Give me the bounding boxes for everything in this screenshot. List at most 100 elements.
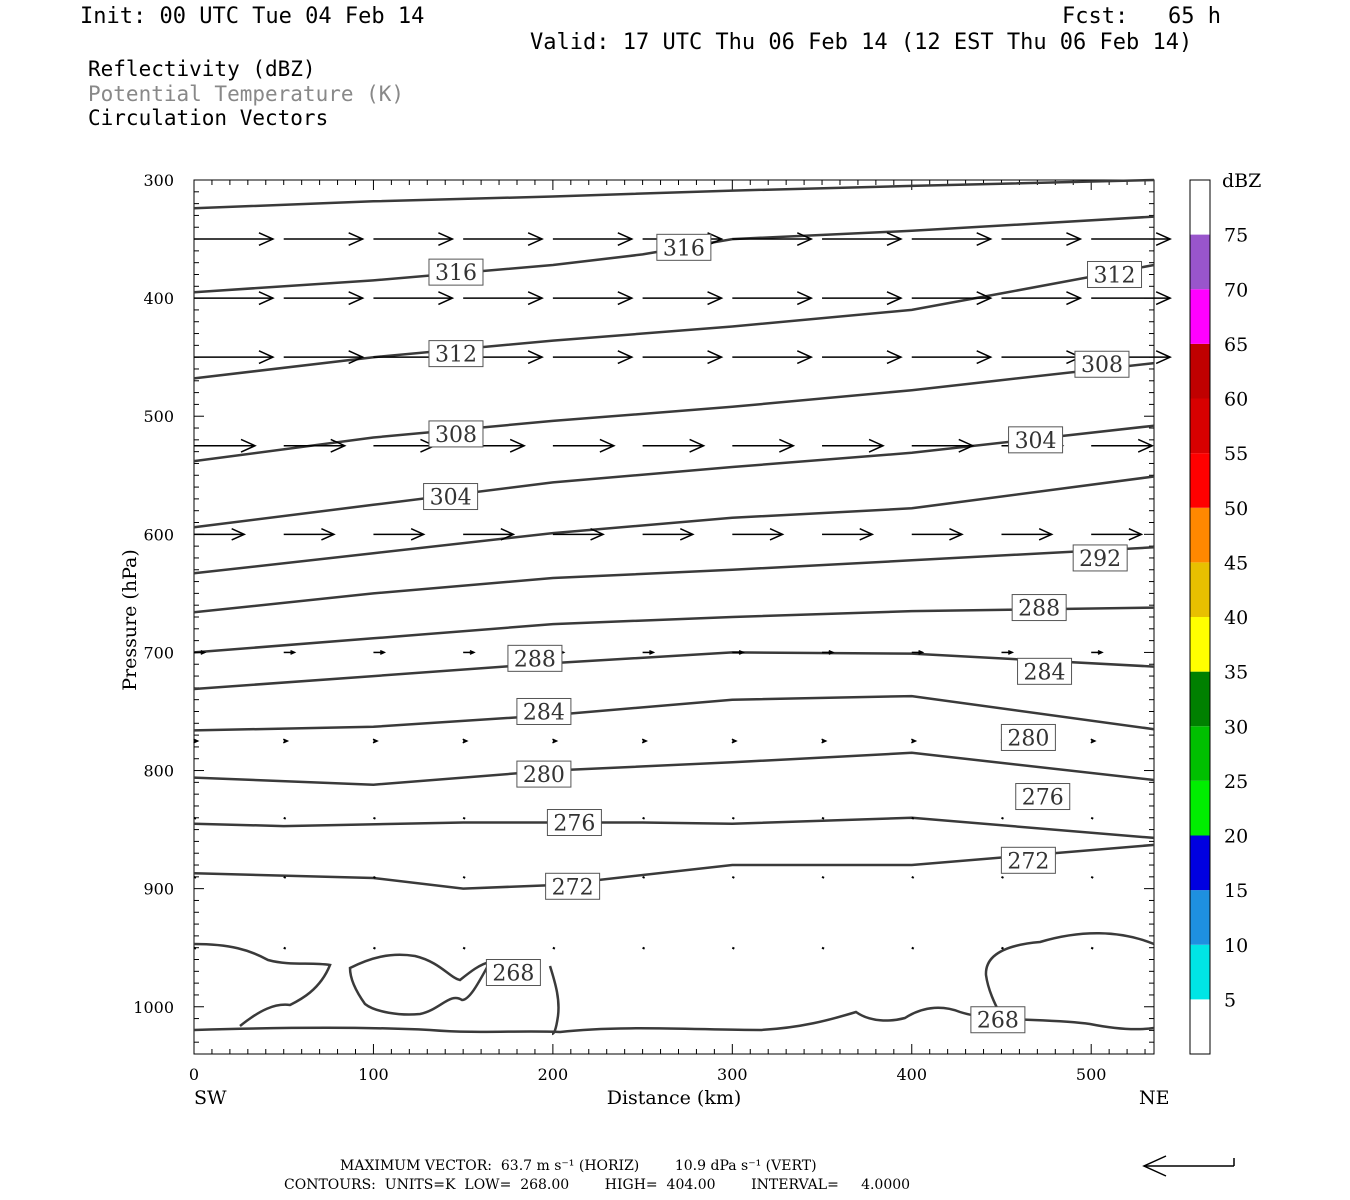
contour-label: 288 [514,647,556,672]
isentrope-284 [193,694,1155,732]
vector-arrow [1001,816,1004,820]
isentrope-268 [348,953,493,1016]
vector-arrow-head [707,350,724,365]
vector-arrow-head [796,350,814,365]
vector-arrow-head [1007,649,1015,655]
contour-label-box [507,644,563,672]
colorbar-label: 30 [1224,716,1248,738]
contour-label-box [423,483,479,511]
vector-arrow-head [949,527,964,541]
contour-label-box [428,340,484,368]
colorbar-label: 20 [1224,826,1248,848]
y-tick-label: 1000 [133,998,174,1017]
vector-arrow [731,946,735,950]
vector-arrow-head [258,291,275,306]
contour-label: 312 [435,343,477,368]
vector-arrow [1001,875,1004,879]
isentrope-288 [193,651,1155,691]
vector-arrow-head [1137,438,1155,453]
contour-label: 280 [1007,726,1049,751]
vector-arrow-head [821,738,828,744]
vector-arrow-head [918,649,925,655]
vector-arrow-head [552,738,559,744]
colorbar-band [1190,453,1210,508]
vector-arrow [372,946,376,950]
colorbar-label: 55 [1224,443,1248,465]
contour-label-box [428,258,484,286]
vector-arrow-head [258,350,275,365]
forecast-hour: Fcst: 65 h [1062,4,1221,29]
colorbar-unit: dBZ [1222,170,1261,192]
vector-arrow [283,816,287,820]
vector-arrow-head [796,291,814,306]
vector-arrow-head [348,291,365,306]
y-axis-title: Pressure (hPa) [119,549,141,691]
contour-label: 292 [1079,547,1121,572]
contour-label-box [1008,426,1064,454]
vector-arrow-head [649,649,656,655]
max-vector-note: MAXIMUM VECTOR: 63.7 m s⁻¹ (HORIZ) 10.9 … [340,1158,817,1174]
vector-arrow-head [911,738,918,744]
isentrope-308 [193,361,1155,463]
isentrope-268 [548,965,560,1036]
vector-arrow-head [231,527,247,541]
vector-arrow-head [410,527,426,541]
y-tick-label: 900 [143,880,174,899]
vector-arrow-head [868,438,885,453]
vector-arrow [1001,946,1004,950]
colorbar-label: 50 [1224,498,1248,520]
contour-label: 288 [1018,597,1060,622]
vector-arrow-head [707,291,724,306]
contour-label-box [656,233,712,261]
vector-arrow-head [372,738,379,744]
vector-arrow-head [859,527,875,541]
x-axis: 0 100 200 300 400 500 [189,180,1146,1084]
vector-arrow [193,946,197,950]
vector-arrow-head [438,232,455,247]
vector-arrow-head [379,649,387,655]
vector-arrow-head [290,649,297,655]
vector-arrow-head [617,350,634,365]
contour-label: 284 [1024,660,1066,685]
colorbar-label: 35 [1224,662,1248,684]
isentrope-280 [193,751,1155,786]
contour-label-box [1017,657,1073,685]
vector-arrow-head [1066,291,1083,306]
vector-arrow-head [1128,527,1144,541]
vector-arrow-head [1155,291,1172,306]
vector-arrow [552,946,556,950]
colorbar-band [1190,507,1210,563]
plot-frame [193,179,1155,1055]
vector-arrow-head [283,738,290,744]
vector-arrow-head [193,738,200,744]
vector-arrow-head [1090,738,1097,744]
vector-arrow-head [348,350,365,365]
colorbar-band [1190,398,1210,454]
contour-info: CONTOURS: UNITS=K LOW= 268.00 HIGH= 404.… [284,1177,911,1193]
colorbar-band [1190,835,1210,891]
contour-label-box [1087,260,1143,288]
vector-arrow [1090,816,1094,820]
isentrope-304 [193,424,1155,529]
valid-time: Valid: 17 UTC Thu 06 Feb 14 (12 EST Thu … [530,30,1193,55]
field-theta: Potential Temperature (K) [88,82,405,106]
vector-arrow-head [438,291,455,306]
vector-arrow [1090,875,1094,879]
vector-arrow-head [976,232,993,247]
colorbar-frame [1189,179,1211,1055]
contour-label: 316 [663,236,705,261]
vector-arrow-head [330,438,347,453]
y-tick-label: 800 [143,762,174,781]
vector-arrow [911,816,915,820]
vector-arrow-head [886,350,903,365]
init-time: Init: 00 UTC Tue 04 Feb 14 [80,4,425,29]
colorbar-band [1190,343,1210,399]
vector-arrow-head [679,527,695,541]
contour-label-box [516,760,572,788]
colorbar-band [1190,726,1210,781]
isentrope-320 [193,178,1155,210]
vector-arrow-head [590,527,605,541]
contour-label-box [1015,783,1071,811]
colorbar-label: 15 [1224,880,1248,902]
contour-label: 284 [523,700,565,725]
